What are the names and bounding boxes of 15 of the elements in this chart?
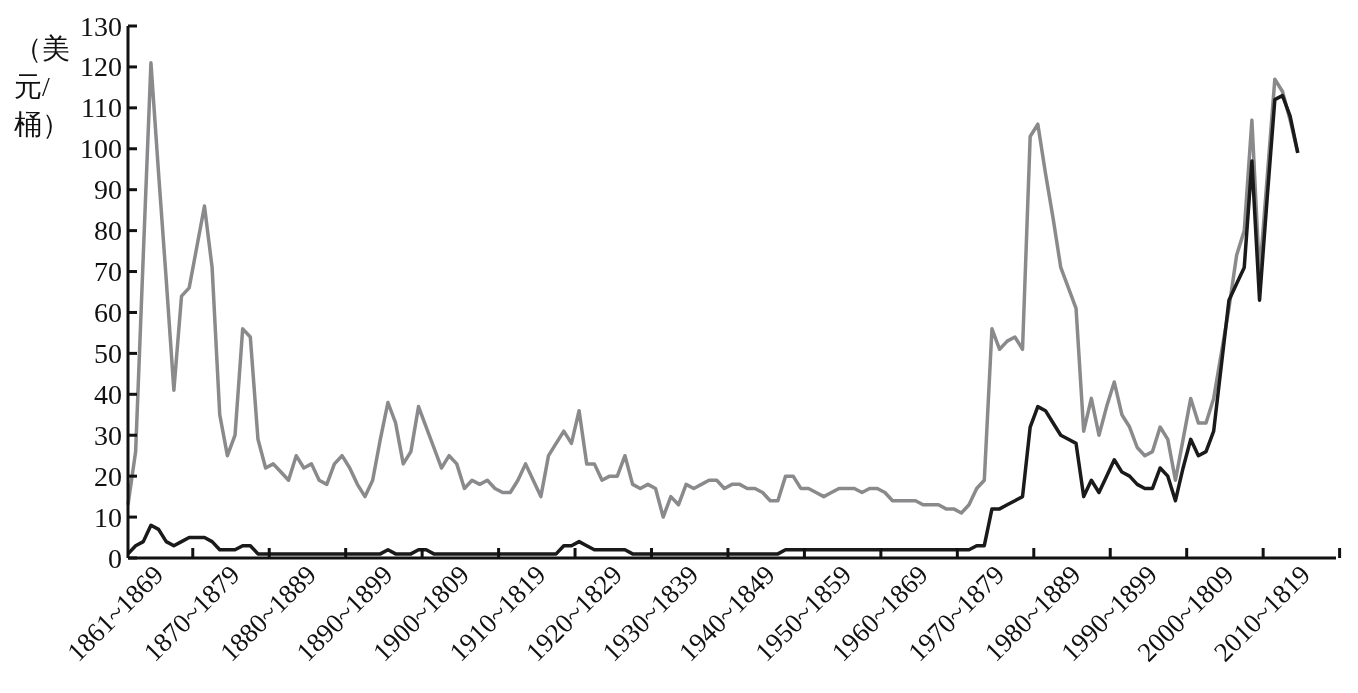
y-tick-label: 100 — [80, 133, 122, 165]
y-axis-title: （美元/桶） — [14, 32, 70, 142]
y-tick-label: 10 — [94, 501, 122, 533]
y-tick-label: 90 — [94, 174, 122, 206]
y-tick-label: 120 — [80, 51, 122, 83]
y-tick-label: 50 — [94, 337, 122, 369]
y-tick-label: 110 — [81, 92, 122, 124]
y-tick-label: 20 — [94, 460, 122, 492]
y-tick-label: 0 — [108, 542, 122, 574]
y-tick-label: 30 — [94, 419, 122, 451]
y-tick-label: 130 — [80, 10, 122, 42]
y-tick-label: 40 — [94, 378, 122, 410]
y-tick-label: 70 — [94, 256, 122, 288]
y-tick-label: 60 — [94, 296, 122, 328]
y-tick-label: 80 — [94, 215, 122, 247]
